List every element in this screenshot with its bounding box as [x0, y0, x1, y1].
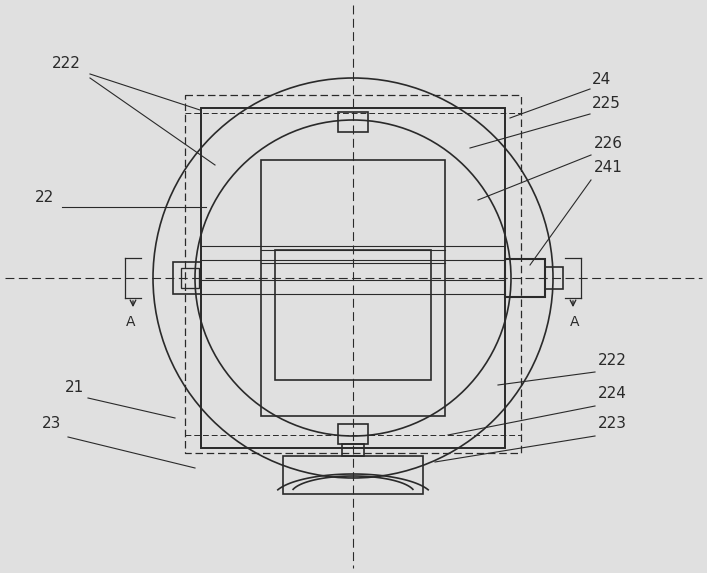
Bar [283, 456, 423, 494]
Bar [261, 160, 445, 416]
Text: A: A [127, 315, 136, 329]
Bar [275, 250, 431, 380]
Text: A: A [571, 315, 580, 329]
Text: 222: 222 [52, 56, 81, 71]
Text: 21: 21 [65, 380, 84, 395]
Text: 225: 225 [592, 96, 621, 111]
Bar [342, 444, 364, 456]
Text: 223: 223 [598, 416, 627, 431]
Bar [545, 267, 563, 289]
Text: 241: 241 [594, 160, 623, 175]
Text: 23: 23 [42, 416, 62, 431]
Bar [338, 112, 368, 132]
Text: 22: 22 [35, 190, 54, 205]
Bar [201, 108, 505, 448]
Text: 222: 222 [598, 353, 627, 368]
Bar [181, 268, 199, 288]
Text: 224: 224 [598, 386, 627, 401]
Bar [173, 262, 201, 294]
Text: 226: 226 [594, 136, 623, 151]
Text: 24: 24 [592, 72, 612, 87]
Bar [505, 259, 545, 297]
Bar [338, 424, 368, 444]
